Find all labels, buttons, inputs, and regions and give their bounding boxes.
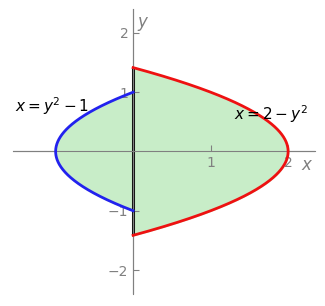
Text: y: y xyxy=(138,13,148,32)
Text: $x = y^2-1$: $x = y^2-1$ xyxy=(15,95,89,117)
Text: $x = 2-y^2$: $x = 2-y^2$ xyxy=(234,103,308,125)
Text: x: x xyxy=(302,156,312,174)
